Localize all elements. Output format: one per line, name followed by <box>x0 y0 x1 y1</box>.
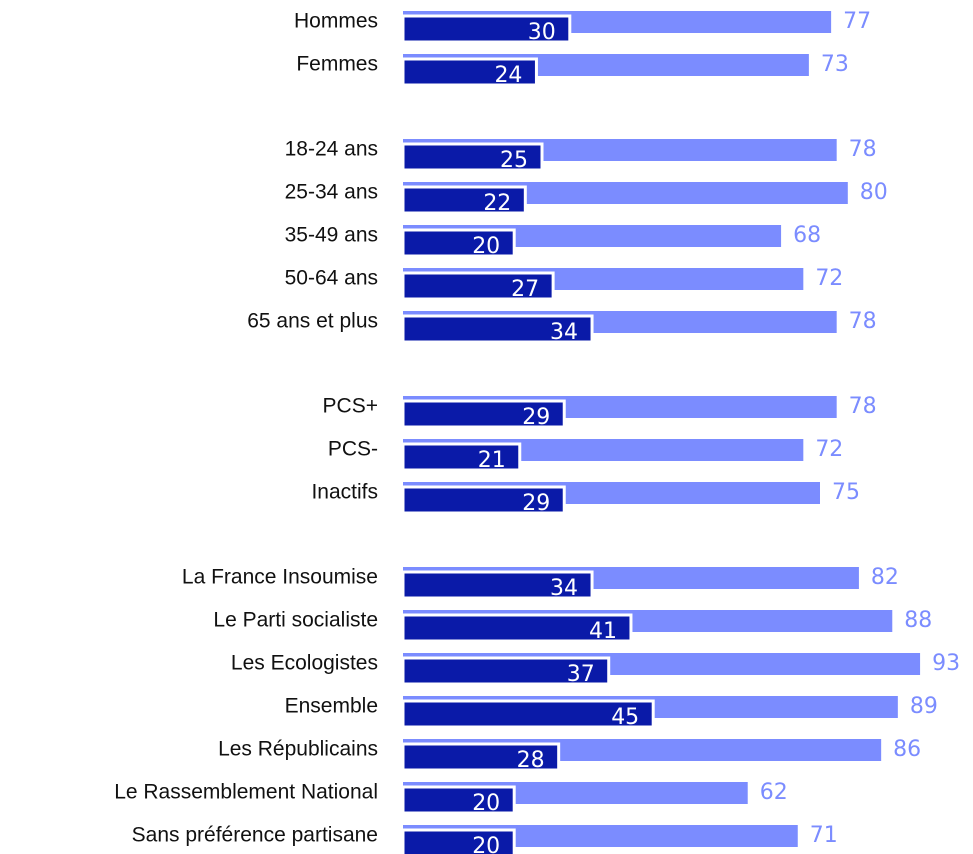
value-label: 86 <box>893 737 921 762</box>
value-label: 25 <box>500 148 528 173</box>
category-label: 65 ans et plus <box>247 310 378 333</box>
value-label: 73 <box>821 52 849 77</box>
bar <box>401 185 527 215</box>
bar <box>401 570 594 600</box>
bar <box>401 399 566 429</box>
category-label: Le Rassemblement National <box>114 781 378 804</box>
category-label: Les Républicains <box>218 738 378 761</box>
category-label: PCS+ <box>323 395 378 418</box>
value-label: 78 <box>849 309 877 334</box>
bar <box>401 742 561 772</box>
value-label: 78 <box>849 137 877 162</box>
value-label: 88 <box>904 608 932 633</box>
category-label: Ensemble <box>285 695 378 718</box>
value-label: 27 <box>511 277 539 302</box>
value-label: 29 <box>522 491 550 516</box>
value-label: 72 <box>815 266 843 291</box>
category-label: Hommes <box>294 10 378 33</box>
bar <box>401 228 516 258</box>
bar <box>401 828 516 854</box>
category-label: 25-34 ans <box>285 181 378 204</box>
bar <box>401 142 544 172</box>
value-label: 77 <box>843 9 871 34</box>
value-label: 37 <box>567 662 595 687</box>
value-label: 71 <box>810 823 838 848</box>
category-label: Sans préférence partisane <box>132 824 378 847</box>
bar <box>401 699 655 729</box>
bar <box>401 613 633 643</box>
value-label: 20 <box>472 834 500 854</box>
value-label: 28 <box>517 748 545 773</box>
value-label: 68 <box>793 223 821 248</box>
bar <box>401 314 594 344</box>
bar <box>401 785 516 815</box>
value-label: 34 <box>550 576 578 601</box>
bar <box>401 656 611 686</box>
value-label: 82 <box>871 565 899 590</box>
bar <box>401 14 572 44</box>
category-label: 18-24 ans <box>285 138 378 161</box>
category-label: Le Parti socialiste <box>213 609 378 632</box>
category-label: Inactifs <box>311 481 378 504</box>
value-label: 22 <box>483 191 511 216</box>
value-label: 24 <box>494 63 522 88</box>
value-label: 20 <box>472 234 500 259</box>
value-label: 20 <box>472 791 500 816</box>
category-label: 50-64 ans <box>285 267 378 290</box>
value-label: 72 <box>815 437 843 462</box>
value-label: 30 <box>528 20 556 45</box>
value-label: 62 <box>760 780 788 805</box>
value-label: 80 <box>860 180 888 205</box>
value-label: 93 <box>932 651 960 676</box>
category-label: Les Ecologistes <box>231 652 378 675</box>
category-label: La France Insoumise <box>182 566 378 589</box>
value-label: 34 <box>550 320 578 345</box>
value-label: 75 <box>832 480 860 505</box>
category-label: PCS- <box>328 438 378 461</box>
value-label: 29 <box>522 405 550 430</box>
bar <box>401 485 566 515</box>
value-label: 89 <box>910 694 938 719</box>
category-label: Femmes <box>296 53 378 76</box>
value-label: 78 <box>849 394 877 419</box>
category-label: 35-49 ans <box>285 224 378 247</box>
value-label: 41 <box>589 619 617 644</box>
value-label: 21 <box>478 448 506 473</box>
bar <box>401 442 522 472</box>
bar <box>401 271 555 301</box>
bar <box>401 57 538 87</box>
value-label: 45 <box>611 705 639 730</box>
